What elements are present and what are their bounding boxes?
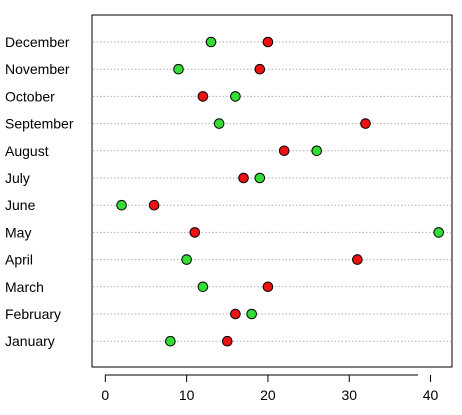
red-point [238,172,249,184]
x-axis: 0 10 20 30 40 [101,374,439,403]
category-label: May [5,224,31,240]
category-labels: December November October September August Ju… [5,34,74,349]
red-point [197,91,209,102]
category-label: November [5,61,70,77]
x-tick-label: 40 [423,387,439,403]
category-label: April [5,252,33,268]
green-point [165,335,176,347]
green-point [246,308,257,320]
green-point [181,254,192,265]
green-point [173,63,184,75]
red-point [262,36,274,48]
green-point [254,172,266,184]
red-point [360,118,371,129]
green-point [116,199,127,211]
red-point [262,281,274,293]
category-label: July [5,170,30,186]
gridlines [93,41,451,342]
red-point [352,254,363,265]
category-label: June [5,197,36,213]
x-tick-label: 30 [341,387,357,403]
category-label: January [5,333,55,349]
green-point [230,91,241,102]
red-point [221,335,233,347]
green-point [433,227,444,238]
green-point [197,281,209,293]
green-point [213,118,225,129]
category-label: February [5,306,61,322]
green-point [205,36,217,48]
category-label: September [5,116,74,132]
data-points [116,36,444,347]
red-point [230,308,241,320]
red-point [278,145,290,157]
x-tick-label: 0 [101,387,109,403]
category-label: August [5,143,49,159]
plot-frame [91,14,453,368]
red-point [189,227,201,238]
x-tick-label: 10 [179,387,195,403]
red-point [148,199,160,211]
category-label: March [5,279,44,295]
category-label: December [5,34,70,50]
x-tick-label: 20 [260,387,276,403]
category-label: October [5,88,55,104]
green-point [311,145,323,157]
red-point [254,63,266,75]
